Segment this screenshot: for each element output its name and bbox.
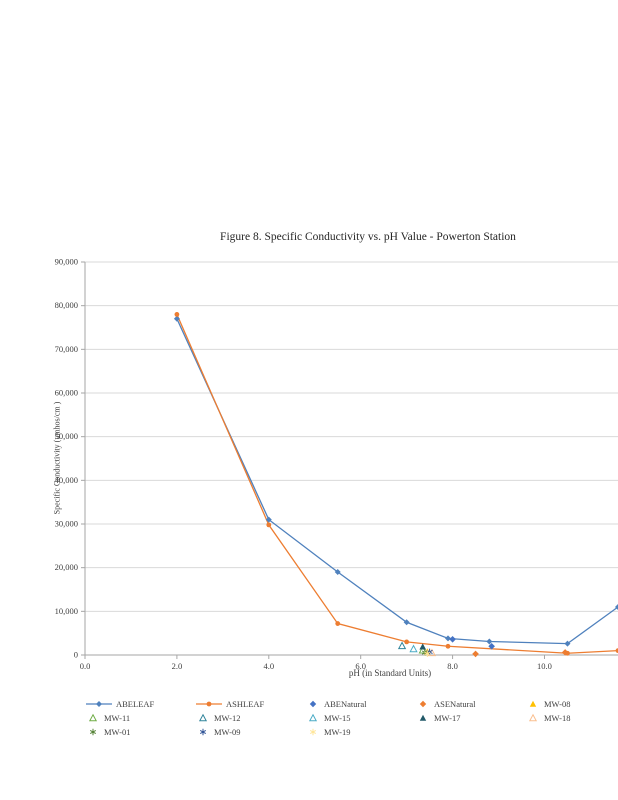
legend-label: ASENatural — [434, 699, 476, 709]
svg-text:0.0: 0.0 — [80, 661, 91, 671]
diamond-legend-marker-icon — [419, 700, 427, 708]
svg-text:70,000: 70,000 — [55, 344, 78, 354]
legend: ABELEAF ASHLEAF ABENatural ASENatural MW-08 M… — [85, 698, 618, 738]
diamond-legend-marker-icon — [309, 700, 317, 708]
legend-label: MW-11 — [104, 713, 131, 723]
legend-label: MW-15 — [324, 713, 351, 723]
legend-label: MW-17 — [434, 713, 461, 723]
svg-text:50,000: 50,000 — [55, 431, 78, 441]
legend-item-mw-08: MW-08 — [525, 698, 618, 710]
svg-text:60,000: 60,000 — [55, 388, 78, 398]
triangle-open-legend-marker-icon — [308, 713, 318, 722]
y-axis-label: Specific Conductivity (umhos/cm ) — [52, 401, 62, 515]
legend-label: MW-09 — [214, 727, 241, 737]
legend-label: ASHLEAF — [226, 699, 265, 709]
svg-text:20,000: 20,000 — [55, 562, 78, 572]
legend-item-ashleaf: ASHLEAF — [195, 698, 305, 710]
conductivity-vs-ph-plot: 0 10,000 20,000 30,000 40,000 50,000 60,000 70,… — [55, 257, 618, 671]
legend-item-mw-11: MW-11 — [85, 712, 195, 724]
triangle-open-legend-marker-icon — [198, 713, 208, 722]
legend-item-mw-15: MW-15 — [305, 712, 415, 724]
legend-label: MW-19 — [324, 727, 351, 737]
svg-text:2.0: 2.0 — [172, 661, 183, 671]
triangle-open-legend-marker-icon — [528, 713, 538, 722]
chart-title: Figure 8. Specific Conductivity vs. pH V… — [220, 231, 516, 243]
svg-text:10,000: 10,000 — [55, 606, 78, 616]
circle-legend-marker-icon — [196, 701, 222, 707]
legend-item-abeleaf: ABELEAF — [85, 698, 195, 710]
triangle-open-legend-marker-icon — [88, 713, 98, 722]
triangle-legend-marker-icon — [419, 714, 427, 721]
legend-label: ABELEAF — [116, 699, 155, 709]
legend-label: MW-08 — [544, 699, 571, 709]
asterisk-legend-marker-icon — [309, 728, 317, 736]
svg-text:10.0: 10.0 — [537, 661, 552, 671]
svg-text:90,000: 90,000 — [55, 257, 78, 267]
legend-label: MW-01 — [104, 727, 131, 737]
legend-item-mw-17: MW-17 — [415, 712, 525, 724]
svg-text:8.0: 8.0 — [447, 661, 458, 671]
svg-text:30,000: 30,000 — [55, 519, 78, 529]
legend-label: MW-12 — [214, 713, 241, 723]
svg-text:0: 0 — [74, 650, 78, 660]
svg-text:4.0: 4.0 — [263, 661, 274, 671]
triangle-legend-marker-icon — [529, 700, 537, 707]
asterisk-legend-marker-icon — [199, 728, 207, 736]
legend-label: MW-18 — [544, 713, 571, 723]
svg-text:80,000: 80,000 — [55, 300, 78, 310]
legend-item-mw-09: MW-09 — [195, 726, 305, 738]
svg-text:40,000: 40,000 — [55, 475, 78, 485]
legend-item-asenatural: ASENatural — [415, 698, 525, 710]
legend-item-abenatural: ABENatural — [305, 698, 415, 710]
legend-item-mw-01: MW-01 — [85, 726, 195, 738]
x-axis-label: pH (in Standard Units) — [348, 668, 432, 678]
legend-item-mw-12: MW-12 — [195, 712, 305, 724]
legend-item-mw-18: MW-18 — [525, 712, 618, 724]
legend-item-mw-19: MW-19 — [305, 726, 415, 738]
asterisk-legend-marker-icon — [89, 728, 97, 736]
diamond-legend-marker-icon — [86, 701, 112, 707]
legend-label: ABENatural — [324, 699, 367, 709]
svg-text:6.0: 6.0 — [355, 661, 366, 671]
